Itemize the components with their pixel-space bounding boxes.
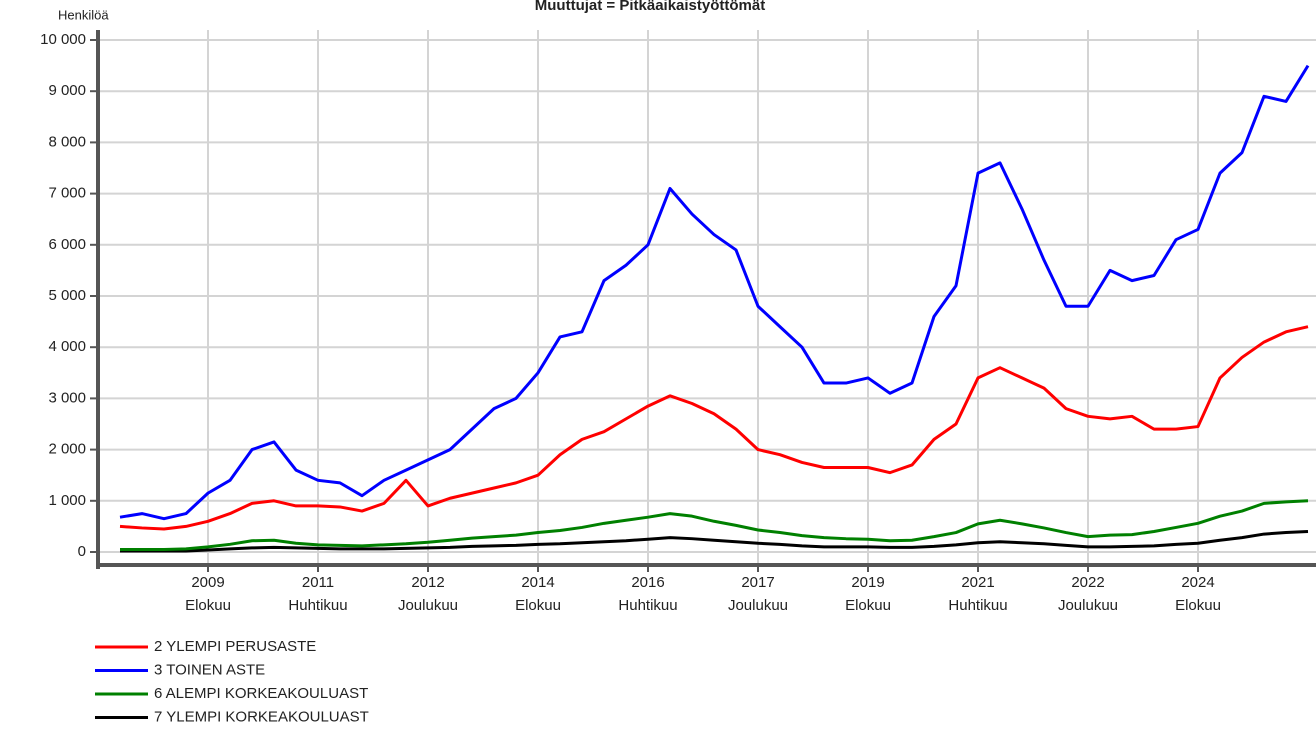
x-tick-label: 2021 [961,574,994,591]
y-tick-label: 2 000 [48,441,86,458]
series-line [119,64,1310,521]
x-tick-label: 2016 [631,574,664,591]
y-tick-label: 1 000 [48,492,86,509]
x-tick-label: 2017 [741,574,774,591]
x-tick-label: Huhtikuu [948,597,1007,614]
x-tick-label: Elokuu [185,597,231,614]
y-tick-label: 8 000 [48,133,86,150]
x-tick-label: 2019 [851,574,884,591]
x-tick-label: Joulukuu [398,597,458,614]
x-tick-label: Joulukuu [728,597,788,614]
x-tick-label: 2011 [302,574,334,591]
y-tick-label: 4 000 [48,338,86,355]
y-tick-label: 5 000 [48,287,86,304]
x-tick-label: Elokuu [515,597,561,614]
series-line [120,530,1309,553]
x-tick-label: Elokuu [1175,597,1221,614]
y-tick-label: 3 000 [48,389,86,406]
x-tick-label: Elokuu [845,597,891,614]
x-tick-label: Huhtikuu [288,597,347,614]
y-axis-label: Henkilöä [58,7,109,22]
x-tick-label: 2014 [521,574,554,591]
x-tick-label: 2012 [411,574,444,591]
legend-label: 7 YLEMPI KORKEAKOULUAST [154,708,369,725]
series-line [119,325,1309,531]
x-tick-label: 2022 [1071,574,1104,591]
series-line [120,499,1309,551]
x-tick-label: Joulukuu [1058,597,1118,614]
x-tick-label: 2009 [191,574,224,591]
y-tick-label: 0 [78,543,86,560]
legend-label: 6 ALEMPI KORKEAKOULUAST [154,685,368,702]
x-tick-label: 2024 [1181,574,1214,591]
x-tick-label: Huhtikuu [618,597,677,614]
y-tick-label: 9 000 [48,82,86,99]
y-tick-label: 6 000 [48,236,86,253]
y-tick-label: 10 000 [40,31,86,48]
chart-title: Muuttujat = Pitkäaikaistyöttömät [535,0,765,14]
legend-label: 3 TOINEN ASTE [154,661,265,678]
legend-label: 2 YLEMPI PERUSASTE [154,638,316,655]
y-tick-label: 7 000 [48,185,86,202]
